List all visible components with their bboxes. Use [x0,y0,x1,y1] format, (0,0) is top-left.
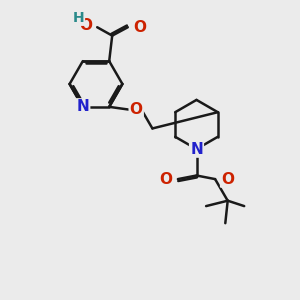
Text: N: N [190,142,203,157]
Text: O: O [159,172,172,187]
Text: N: N [76,99,89,114]
Text: O: O [133,20,146,35]
Text: O: O [80,18,93,33]
Text: O: O [221,172,234,187]
Text: H: H [73,11,84,25]
Text: O: O [130,102,143,117]
